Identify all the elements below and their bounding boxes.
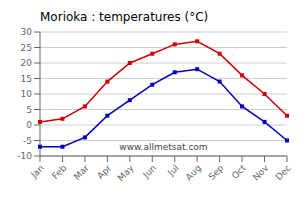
svg-text:Aug: Aug xyxy=(184,163,204,183)
svg-text:30: 30 xyxy=(21,27,33,37)
svg-text:Feb: Feb xyxy=(50,163,69,182)
svg-text:25: 25 xyxy=(21,43,32,53)
svg-text:Jun: Jun xyxy=(140,163,158,181)
svg-text:May: May xyxy=(116,162,137,183)
html-text:Morioka : temperatures (°C): Morioka : temperatures (°C) xyxy=(40,10,209,24)
svg-text:Jul: Jul xyxy=(165,163,180,178)
svg-text:Dec: Dec xyxy=(274,163,293,182)
svg-text:Apr: Apr xyxy=(95,163,113,181)
html-text:www.allmetsat.com: www.allmetsat.com xyxy=(119,142,208,152)
svg-text:Mar: Mar xyxy=(72,163,91,182)
svg-text:Nov: Nov xyxy=(251,162,271,182)
svg-text:-10: -10 xyxy=(17,151,32,161)
svg-text:20: 20 xyxy=(21,58,33,68)
svg-text:Jan: Jan xyxy=(28,163,46,181)
svg-text:0: 0 xyxy=(26,120,32,130)
svg-text:10: 10 xyxy=(21,89,33,99)
svg-text:-5: -5 xyxy=(23,136,32,146)
svg-text:Oct: Oct xyxy=(230,163,248,181)
svg-text:5: 5 xyxy=(26,105,32,115)
svg-text:15: 15 xyxy=(21,74,32,84)
svg-text:Sep: Sep xyxy=(206,163,225,182)
